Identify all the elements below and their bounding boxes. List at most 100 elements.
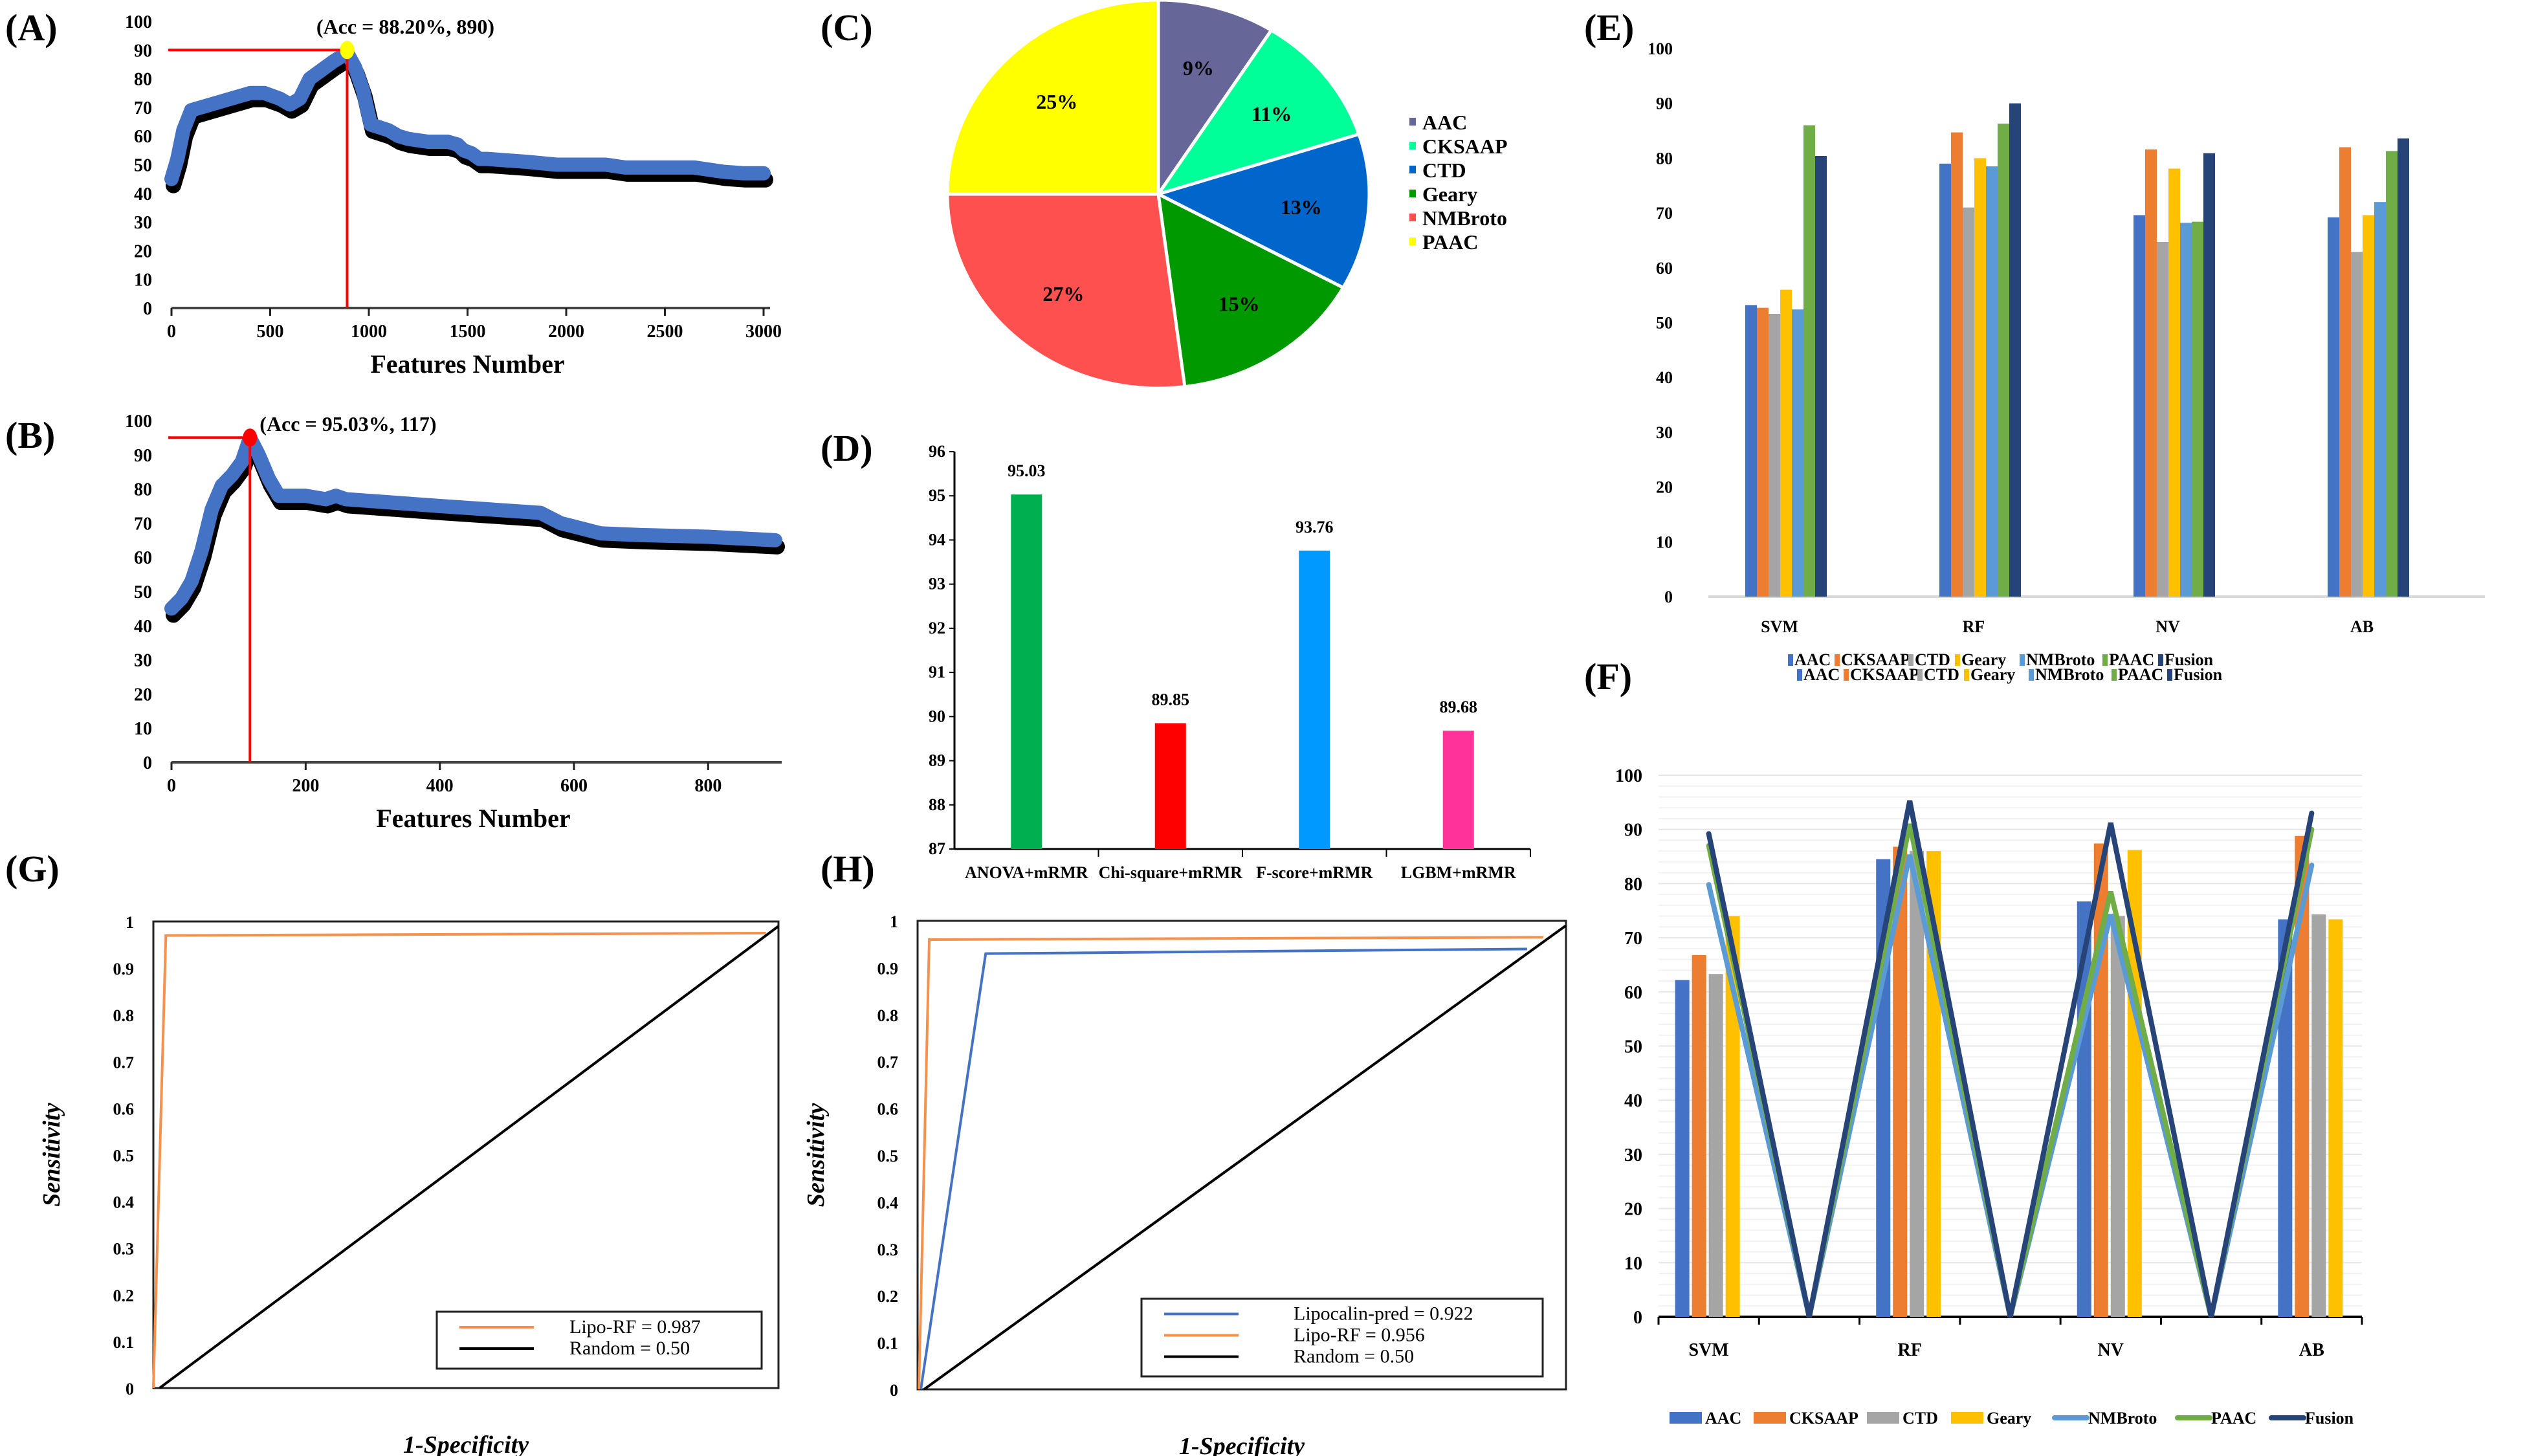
y-tick-label: 40	[1656, 368, 1673, 387]
legend-swatch	[1409, 237, 1416, 245]
pie-slice-geary	[1156, 191, 1346, 389]
bar-fusion	[2009, 103, 2021, 597]
accuracy-curve	[164, 45, 771, 186]
y-tick-label: 0	[890, 1381, 898, 1400]
bar-geary	[1974, 158, 1986, 597]
pie-slice-label: 9%	[1183, 56, 1214, 80]
bar-nmbroto	[2180, 223, 2192, 597]
legend-swatch	[1788, 654, 1793, 666]
legend-label: Random = 0.50	[569, 1338, 690, 1359]
y-tick-label: 90	[134, 446, 152, 466]
bar-f-score-mrmr	[1299, 550, 1330, 849]
bar-data-label: 95.03	[1008, 461, 1046, 480]
bar-paac	[1998, 124, 2009, 597]
y-tick-label: 0.5	[113, 1147, 135, 1165]
bar-ctd	[2311, 914, 2326, 1317]
chart-g: 0 0.1 0.2 0.3 0.4 0.5 0.6 0.7 0.8 0.9 1 1-Specifici…	[38, 913, 780, 1456]
legend-swatch	[1797, 669, 1802, 681]
bar-geary	[1725, 916, 1740, 1317]
y-tick-label: 1	[126, 913, 134, 932]
pie-slice-cksaap	[1154, 28, 1362, 197]
y-tick-label: 96	[929, 442, 945, 461]
x-tick-label: LGBM+mRMR	[1401, 863, 1516, 882]
y-tick-label: 90	[1656, 94, 1673, 113]
bar-data-label: 89.68	[1440, 698, 1478, 716]
accuracy-curve	[164, 430, 782, 616]
x-tick-label: Chi-square+mRMR	[1099, 863, 1243, 882]
legend-swatch	[1844, 669, 1849, 681]
y-tick-label: 10	[1656, 533, 1673, 551]
legend-swatch	[1409, 166, 1416, 173]
y-tick-label: 94	[929, 530, 945, 549]
plot-frame	[152, 920, 780, 1389]
legend-label: NMBroto	[2035, 665, 2104, 684]
x-tick-label: 2500	[647, 322, 683, 342]
y-tick-label: 60	[134, 127, 152, 147]
bar-data-label: 93.76	[1296, 518, 1334, 536]
legend-swatch	[2158, 654, 2163, 666]
x-tick-label: AB	[2299, 1340, 2324, 1360]
y-tick-label: 80	[134, 70, 152, 90]
bar-fusion	[2203, 153, 2215, 597]
x-tick-label: ANOVA+mRMR	[965, 863, 1088, 882]
x-tick-label: 0	[167, 776, 176, 796]
x-axis-title: 1-Specificity	[1179, 1433, 1305, 1456]
legend-swatch	[1409, 214, 1416, 221]
legend-swatch	[1917, 669, 1923, 681]
legend-swatch	[1951, 1412, 1983, 1424]
bar-cksaap	[1893, 846, 1908, 1317]
bar-cksaap	[2145, 149, 2157, 597]
x-tick-label: 2000	[548, 322, 584, 342]
legend-swatch	[1867, 1412, 1899, 1424]
y-tick-label: 88	[929, 795, 945, 814]
legend-label: PAAC	[2109, 650, 2154, 669]
roc-lipocalin-pred	[920, 947, 1527, 1390]
x-tick-label: 400	[426, 776, 454, 796]
legend-box	[1140, 1297, 1544, 1378]
pie-slice-nmbroto	[945, 192, 1187, 390]
y-tick-label: 90	[1624, 821, 1642, 841]
legend-swatch	[2111, 669, 2117, 681]
x-tick-label: RF	[1963, 617, 1985, 636]
y-tick-label: 50	[134, 582, 152, 602]
y-tick-label: 89	[929, 751, 945, 770]
bar-aac	[1939, 163, 1951, 597]
x-tick-label: SVM	[1689, 1340, 1729, 1360]
x-tick-label: NV	[2156, 617, 2180, 636]
highlight-point	[243, 428, 258, 447]
y-tick-label: 20	[1624, 1200, 1642, 1220]
x-axis-title: Features Number	[376, 804, 570, 833]
legend-label: PAAC	[2118, 665, 2163, 684]
x-tick-label: 200	[292, 776, 319, 796]
legend-swatch	[1409, 118, 1416, 126]
roc-random	[923, 924, 1567, 1391]
chart-b: 0 10 20 30 40 50 60 70 80 90 100 0 200 400 600 800 Featu…	[125, 412, 785, 833]
y-tick-label: 50	[134, 156, 152, 176]
legend-swatch	[1835, 654, 1840, 666]
y-tick-label: 20	[134, 685, 152, 705]
panel-label-d: (D)	[821, 427, 873, 469]
y-tick-label: 20	[1656, 478, 1673, 497]
legend-label: NMBroto	[1422, 206, 1507, 230]
highlight-point	[340, 41, 355, 60]
y-tick-label: 87	[929, 839, 945, 858]
legend-label: AAC	[1705, 1409, 1741, 1428]
panel-label-g: (G)	[5, 848, 60, 890]
bar-chi-square-mrmr	[1154, 723, 1186, 849]
x-tick-label: SVM	[1761, 617, 1798, 636]
y-tick-label: 100	[1615, 766, 1642, 786]
y-tick-label: 0.3	[877, 1241, 899, 1259]
y-tick-label: 60	[1624, 983, 1642, 1003]
y-tick-label: 70	[134, 98, 152, 118]
legend-label: CKSAAP	[1422, 135, 1508, 158]
y-tick-label: 10	[134, 270, 152, 291]
legend-label: AAC	[1794, 650, 1831, 669]
panel-label-b: (B)	[5, 414, 55, 456]
legend-label: Fusion	[2305, 1409, 2354, 1428]
line-fusion	[1706, 800, 2315, 1318]
legend-label: NMBroto	[2026, 650, 2095, 669]
legend-box	[436, 1310, 763, 1370]
bar-aac	[2134, 215, 2145, 597]
